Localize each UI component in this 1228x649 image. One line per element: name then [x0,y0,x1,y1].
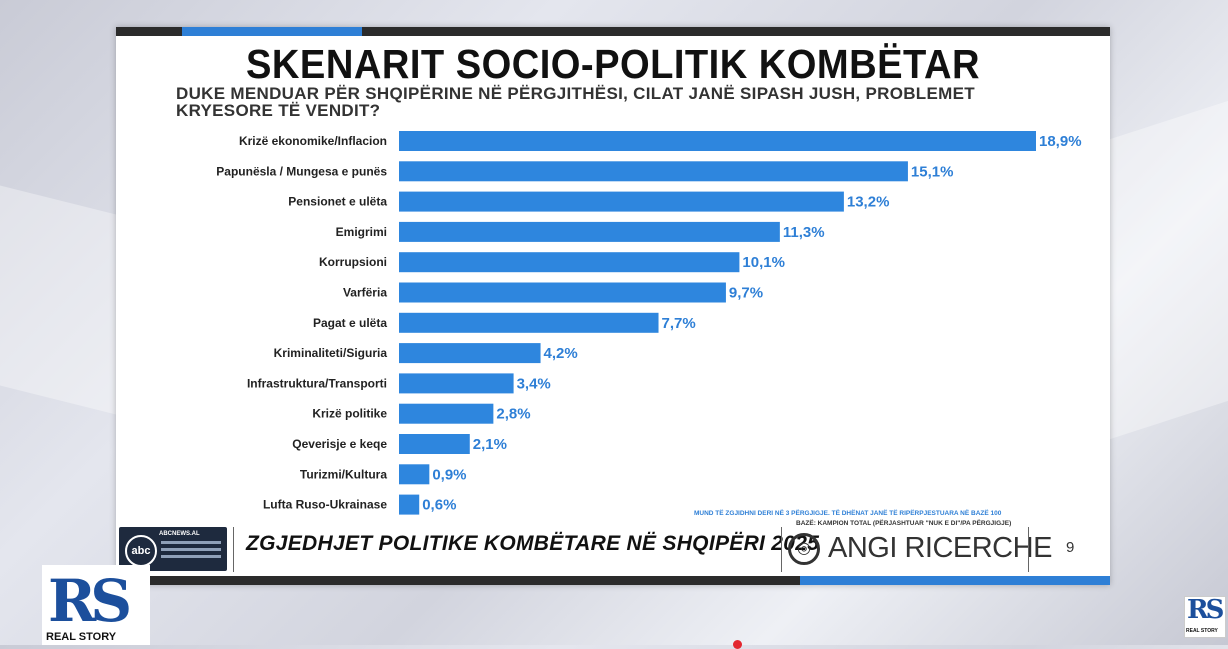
slide-title: SKENARIT SOCIO-POLITIK KOMBËTAR [246,41,980,87]
category-label: Emigrimi [336,225,387,239]
bar-chart: Krizë ekonomike/Inflacion 18,9% Papunësla … [216,131,1082,515]
top-bar [116,27,1110,36]
category-label: Turizmi/Kultura [300,467,387,481]
real-story-logo: RS REAL STORY [42,565,150,645]
category-label: Korrupsioni [319,255,387,269]
abc-logo: abc [125,535,157,567]
value-label: 2,8% [496,406,530,423]
bar [399,464,430,485]
footer-divider [781,527,782,572]
event-title: ZGJEDHJET POLITIKE KOMBËTARE NË SHQIPËRI… [246,532,820,555]
value-label: 15,1% [911,163,954,180]
value-label: 2,1% [473,436,507,453]
rs-watermark-mark: RS [1187,595,1224,625]
rs-watermark-text: REAL STORY [1186,628,1218,634]
bar [399,312,659,333]
category-label: Kriminaliteti/Siguria [274,346,388,360]
slide: SKENARIT SOCIO-POLITIK KOMBËTAR DUKE MEN… [116,27,1110,585]
bar [399,373,514,394]
category-label: Lufta Ruso-Ukrainase [263,498,387,512]
social-line [161,555,221,558]
footer-divider [233,527,234,572]
category-label: Krizë politike [312,407,387,421]
category-label: Varfëria [343,286,387,300]
value-label: 13,2% [847,194,890,211]
abc-site: ABCNEWS.AL [159,531,200,537]
category-label: Infrastruktura/Transporti [247,376,387,390]
page-number: 9 [1066,539,1075,556]
bar [399,434,470,454]
angi-logo-icon: ◎ [788,533,820,565]
footnote-base: BAZË: KAMPION TOTAL (PËRJASHTUAR "NUK E … [796,520,1012,527]
social-line [161,541,221,544]
bar [399,221,780,242]
value-label: 0,6% [422,497,456,514]
top-bar-accent [182,27,362,36]
pollster-name: ANGI RICERCHE [828,532,1052,564]
category-label: Pensionet e ulëta [288,195,387,209]
bar [399,403,494,424]
value-label: 7,7% [662,315,696,332]
bar [399,494,420,515]
value-label: 4,2% [544,345,578,362]
footnote-responses: MUND TË ZGJIDHNI DERI NË 3 PËRGJIGJE. TË… [694,510,1002,517]
category-label: Pagat e ulëta [313,316,387,330]
rs-logo-mark: RS [48,567,132,635]
footer-divider [1028,527,1029,572]
real-story-watermark: RS REAL STORY [1184,595,1226,638]
value-label: 18,9% [1039,133,1082,150]
background-shard [1110,100,1228,440]
bar [399,252,740,273]
bar [399,343,541,364]
value-label: 10,1% [742,254,785,271]
social-line [161,548,221,551]
bottom-bar-accent [800,576,1110,585]
rs-logo-text: REAL STORY [46,631,117,643]
value-label: 3,4% [517,375,551,392]
category-label: Qeverisje e keqe [292,437,387,451]
bar [399,191,844,212]
slide-subtitle: DUKE MENDUAR PËR SHQIPËRINE NË PËRGJITHË… [176,84,975,120]
category-label: Papunësla / Mungesa e punës [216,164,387,178]
value-label: 9,7% [729,285,763,302]
bottom-bar [116,576,1110,585]
bar [399,161,908,182]
bar [399,282,726,303]
background-shard [0,185,116,415]
value-label: 11,3% [783,224,825,241]
category-label: Krizë ekonomike/Inflacion [239,134,387,148]
value-label: 0,9% [432,466,466,483]
bar [399,131,1036,151]
abc-news-box: abc ABCNEWS.AL [119,527,227,571]
